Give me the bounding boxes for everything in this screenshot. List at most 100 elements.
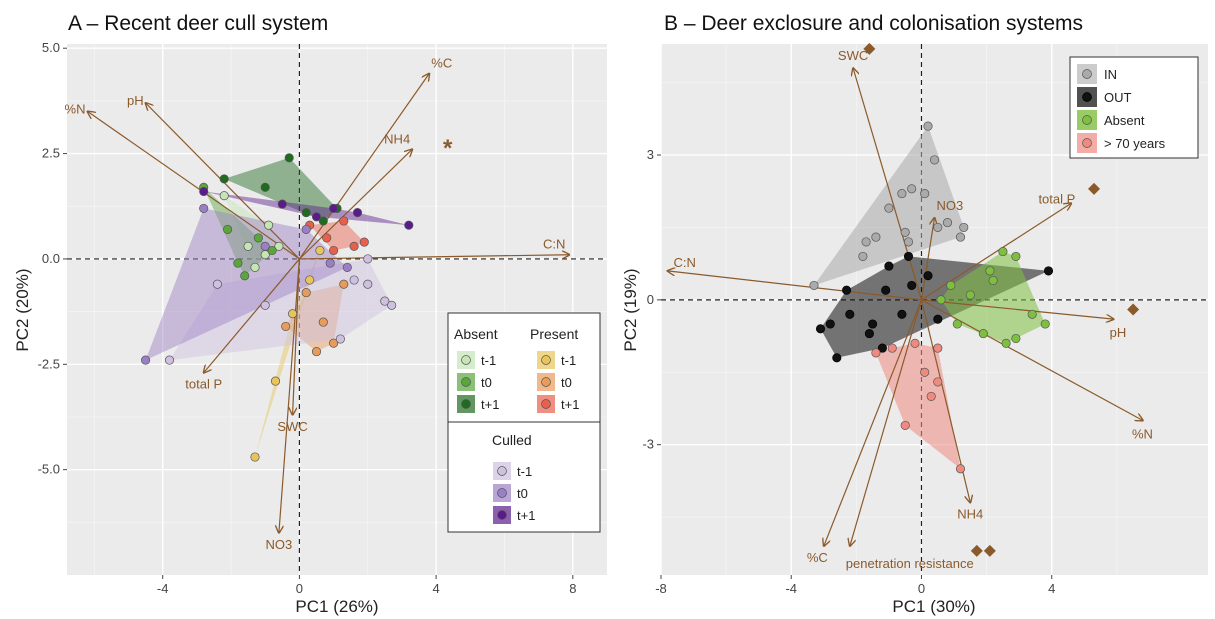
vector-label-no3: NO3 <box>937 198 964 213</box>
point-culled-t+1 <box>352 208 363 218</box>
point-absent-t-1 <box>274 241 284 251</box>
vector-arrow-ph <box>921 299 1113 319</box>
legend-culled-t+1-label: t+1 <box>517 508 535 523</box>
point-culled-t-1 <box>260 300 270 310</box>
vector-label-swc: SWC <box>277 419 307 434</box>
vector-arrow-total-p <box>204 258 300 373</box>
point-culled-t-1 <box>363 254 373 264</box>
panel-b-points <box>809 121 1054 474</box>
point-absent-t+1 <box>260 182 270 192</box>
vector-arrow-swc <box>853 68 923 301</box>
vector-label-n: %N <box>65 101 86 116</box>
point-present-t-1 <box>315 245 325 256</box>
vector-label-c-n: C:N <box>674 255 696 270</box>
vector-label-ph: pH <box>1110 325 1127 340</box>
hull-culled-t0 <box>145 208 348 361</box>
point-present-t+1 <box>349 241 359 251</box>
legend-in-label: IN <box>1104 67 1117 82</box>
vector-label-nh4: NH4 <box>957 507 983 522</box>
point-absent <box>988 275 998 286</box>
point-over-70-years <box>910 338 920 348</box>
panel-b-x-axis-title: PC1 (30%) <box>892 597 975 616</box>
vector-label-total-p: total P <box>1038 191 1075 206</box>
panel-b-legend: IN OUT Absent > 70 years <box>1069 56 1199 159</box>
point-present-t-1 <box>250 452 260 462</box>
hull-absent <box>941 251 1046 344</box>
legend-key-absent-t-1-dot <box>461 355 471 365</box>
panel-a-vector-labels: %C NH4 %N pH C:N total P SWC NO3 <box>65 56 566 552</box>
vector-arrow-c-n <box>668 271 922 301</box>
point-present-t+1 <box>329 245 339 256</box>
legend-key-culled-t-1-dot <box>497 466 507 476</box>
point-out <box>845 309 855 319</box>
point-out <box>864 329 874 339</box>
vector-label-c: %C <box>431 56 452 71</box>
legend-absent-label: Absent <box>1104 113 1145 128</box>
x-tick-label: 4 <box>432 581 439 596</box>
panel-b-vectors <box>668 68 1143 546</box>
point-out <box>923 271 933 281</box>
x-tick-label: 0 <box>296 581 303 596</box>
hull-absent-t+1 <box>224 157 337 221</box>
vector-label-c: %C <box>807 550 828 565</box>
point-culled-t+1 <box>311 212 322 222</box>
y-tick-label: 2.5 <box>42 146 60 161</box>
significance-diamond-total-p <box>1088 182 1101 195</box>
x-tick-label: -8 <box>655 581 667 596</box>
legend-key-absent-dot <box>1082 115 1092 125</box>
point-culled-t0 <box>260 241 270 251</box>
point-culled-t0 <box>199 203 209 213</box>
legend-absent-t0-label: t0 <box>481 375 492 390</box>
point-absent <box>1027 309 1037 319</box>
vector-label-penetration-resistance: penetration resistance <box>846 556 974 571</box>
point-out <box>884 261 894 271</box>
vector-arrow-c <box>298 74 429 260</box>
point-out <box>815 324 826 334</box>
legend-key-absent-t0-dot <box>461 377 471 387</box>
legend-culled-t-1-label: t-1 <box>517 464 532 479</box>
point-in <box>959 222 969 232</box>
legend-key-present-t+1-dot <box>541 399 551 409</box>
point-culled-t-1 <box>335 334 345 344</box>
point-in <box>884 203 894 213</box>
point-out <box>832 353 842 363</box>
significance-diamond-penetration-resistance <box>970 544 983 557</box>
point-out <box>825 319 835 329</box>
legend-a-group-absent-title: Absent <box>454 326 498 342</box>
point-absent <box>1040 319 1050 329</box>
point-culled-t+1 <box>404 220 414 230</box>
point-over-70-years <box>933 377 943 387</box>
point-absent-t+1 <box>284 153 294 163</box>
vector-label-no3: NO3 <box>266 537 293 552</box>
point-in <box>861 237 871 247</box>
panel-a-y-axis-title: PC2 (20%) <box>13 268 32 351</box>
panel-b-ticks: -8 -4 0 4 -3 0 3 <box>642 147 1055 596</box>
x-tick-label: -4 <box>157 581 169 596</box>
point-over-70-years <box>920 367 930 377</box>
point-present-t-1 <box>305 275 315 285</box>
point-present-t0 <box>311 347 322 357</box>
y-tick-label: 5.0 <box>42 40 60 55</box>
legend-key-present-t-1-dot <box>541 355 551 365</box>
point-in <box>809 280 819 290</box>
point-absent <box>1011 251 1021 261</box>
legend-key-culled-t0-dot <box>497 488 507 498</box>
point-absent <box>1001 338 1011 348</box>
x-tick-label: 0 <box>918 581 925 596</box>
point-in <box>907 184 917 194</box>
legend-present-t-1-label: t-1 <box>561 353 576 368</box>
point-culled-t-1 <box>387 300 397 310</box>
hull-absent-t0 <box>203 187 273 276</box>
point-in <box>942 218 953 228</box>
point-absent-t-1 <box>243 241 253 251</box>
point-out <box>868 319 878 329</box>
legend-out-label: OUT <box>1104 90 1132 105</box>
point-absent <box>978 329 988 339</box>
point-out <box>881 285 891 295</box>
legend-a-group-culled-title: Culled <box>492 432 532 448</box>
vector-arrow-n <box>88 111 300 260</box>
point-present-t+1 <box>322 233 332 243</box>
legend-key-absent-t+1-dot <box>461 399 471 409</box>
y-tick-label: -2.5 <box>38 356 60 371</box>
point-in <box>923 121 933 131</box>
